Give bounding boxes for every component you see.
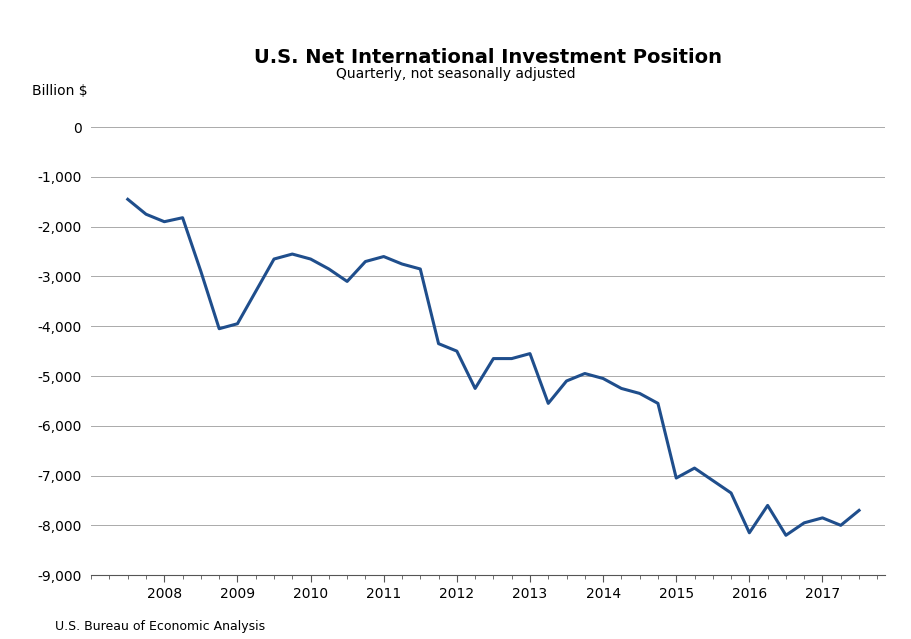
Text: U.S. Bureau of Economic Analysis: U.S. Bureau of Economic Analysis: [55, 620, 264, 633]
Text: Quarterly, not seasonally adjusted: Quarterly, not seasonally adjusted: [336, 67, 575, 81]
Title: U.S. Net International Investment Position: U.S. Net International Investment Positi…: [253, 49, 722, 67]
Text: Billion $: Billion $: [32, 84, 87, 98]
